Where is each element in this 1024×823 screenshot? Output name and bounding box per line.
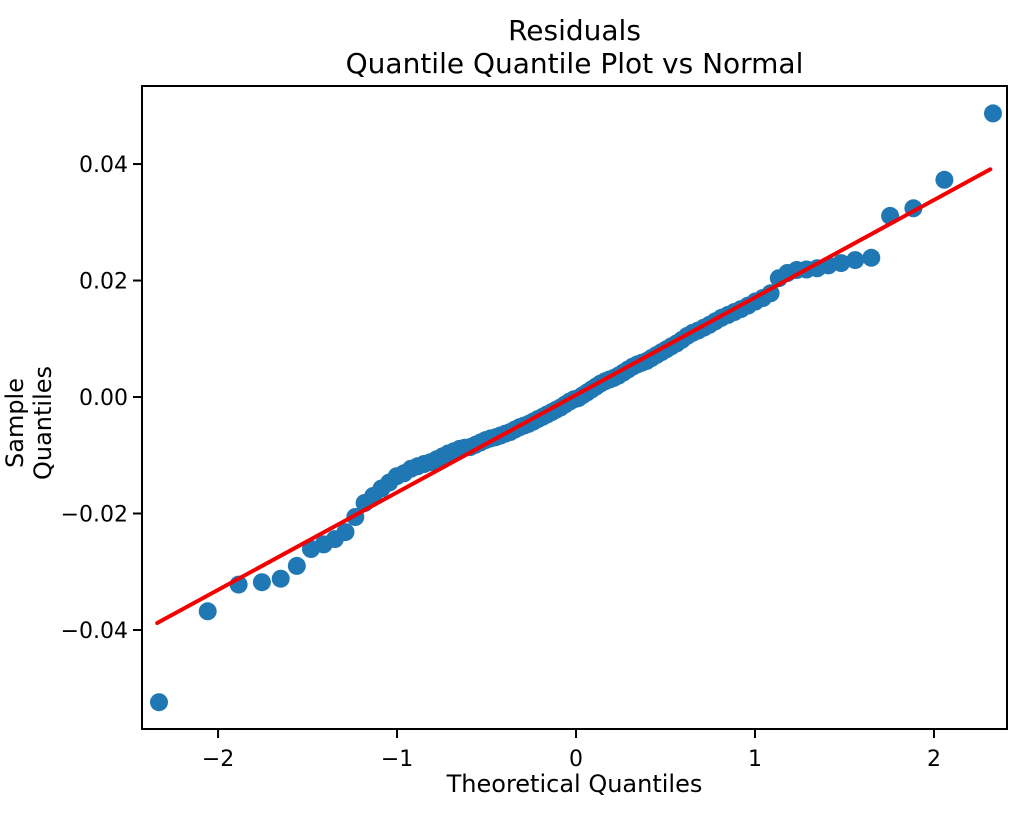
data-point [935,170,954,189]
x-axis-ticks: −2 −1 0 1 2 [202,729,941,772]
data-point [761,284,780,303]
data-point [862,248,881,267]
data-point [336,523,355,542]
data-point [198,602,217,621]
x-tick-label: 0 [569,747,583,772]
scatter-points [150,104,1002,712]
y-tick-label: 0.00 [79,386,128,411]
data-point [287,556,306,575]
x-tick-label: 2 [927,747,941,772]
x-tick-label: −2 [202,747,234,772]
chart-title: Residuals Quantile Quantile Plot vs Norm… [142,14,1007,80]
x-tick-label: 1 [748,747,762,772]
x-axis-label: Theoretical Quantiles [446,770,703,798]
y-tick-label: 0.02 [79,270,128,295]
y-tick-label: −0.04 [61,619,128,644]
data-point [984,104,1002,123]
chart-title-line2: Quantile Quantile Plot vs Normal [345,47,804,80]
data-point [271,569,290,588]
data-point [252,573,271,592]
data-point [832,254,851,273]
data-point [846,251,865,270]
chart-title-line1: Residuals [508,14,641,47]
y-tick-label: −0.02 [61,503,128,528]
y-tick-label: 0.04 [79,153,128,178]
data-point [150,693,168,712]
y-axis-ticks: −0.04 −0.02 0.00 0.02 0.04 [61,153,142,644]
plot-border [141,85,1008,730]
x-tick-label: −1 [381,747,413,772]
normal-reference-line [155,167,993,625]
